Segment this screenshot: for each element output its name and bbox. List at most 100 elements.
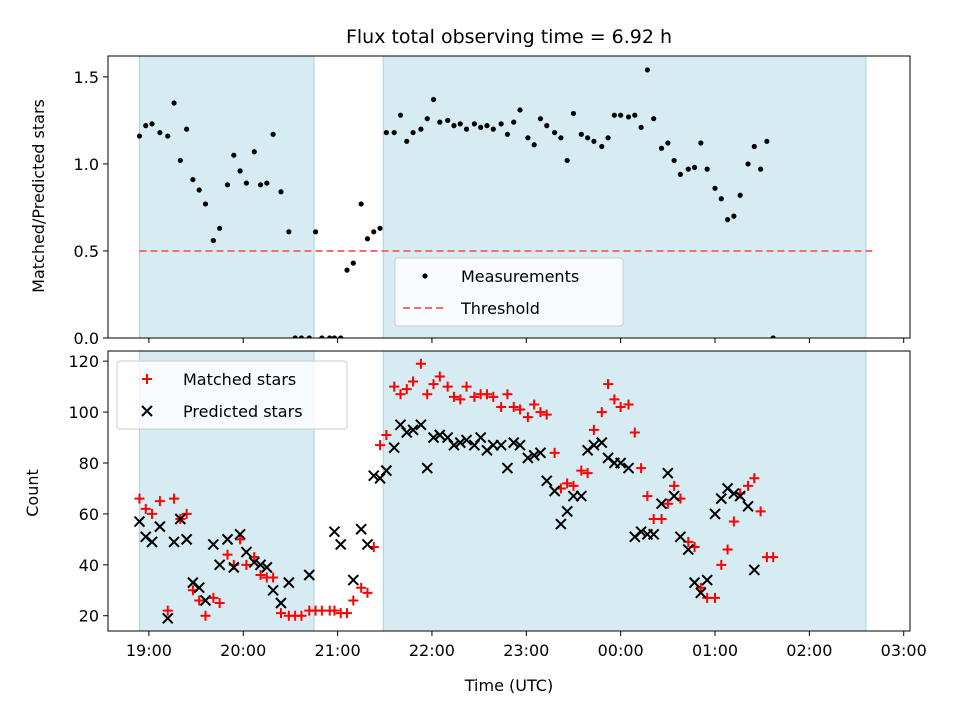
top-series-1-point-75 — [632, 112, 638, 118]
top-series-1-point-53 — [484, 123, 490, 129]
bottom-series-2-point-85 — [734, 490, 746, 502]
bottom-series-1-point-77 — [642, 491, 653, 502]
bottom-series-1-point-72 — [609, 394, 620, 405]
bottom-series-2-point-19 — [254, 559, 267, 571]
top-series-1-point-15 — [231, 152, 237, 158]
top-series-1-point-24 — [292, 335, 298, 338]
chart-title: Flux total observing time = 6.92 h — [346, 26, 672, 48]
bottom-series-2-point-1 — [133, 515, 146, 528]
bottom-series-1-point-34 — [356, 582, 367, 593]
top-series-1-point-14 — [224, 182, 231, 188]
top-series-1-point-1 — [136, 133, 143, 139]
bottom-series-2-point-54 — [528, 449, 540, 462]
bottom-series-2-point-73 — [655, 498, 668, 510]
bottom-series-2-point-35 — [401, 426, 413, 439]
top-series-1-point-85 — [698, 140, 704, 146]
bottom-legend-symbol-1 — [142, 374, 152, 384]
top-series-1-point-83 — [685, 166, 691, 172]
top-series-1-point-16 — [237, 168, 243, 174]
bottom-series-2-point-64 — [596, 436, 608, 449]
top-series-1-point-33 — [350, 260, 356, 266]
bottom-series-2-point-17 — [240, 546, 253, 558]
bottom-series-2-point-53 — [522, 452, 534, 464]
bottom-series-2-point-50 — [501, 462, 514, 474]
bottom-series-2-point-22 — [275, 597, 287, 609]
bottom-series-2-point-67 — [614, 457, 627, 469]
bottom-series-1-point-90 — [728, 516, 739, 527]
bottom-series-1-point-13 — [214, 598, 225, 608]
bottom-series-2-point-72 — [647, 528, 660, 540]
bottom-series-1-point-56 — [502, 389, 513, 400]
x-axis-label: Time (UTC) — [464, 676, 553, 695]
top-series-1-point-66 — [570, 110, 577, 117]
bottom-series-2-point-12 — [207, 538, 220, 551]
bottom-series-2-point-33 — [388, 442, 400, 454]
bottom-series-2-point-24 — [303, 569, 315, 581]
bottom-series-1-point-85 — [695, 582, 706, 593]
x-tick-label-5: 23:00 — [503, 641, 549, 660]
bottom-series-1-point-39 — [389, 381, 400, 392]
top-series-1-point-34 — [358, 201, 364, 207]
bottom-series-1-point-53 — [481, 389, 492, 400]
top-series-1-point-74 — [625, 114, 632, 120]
top-y-tick-label-4: 1.5 — [74, 68, 99, 87]
top-panel: 0.0 0.5 1.0 1.5 Measurements Threshold — [74, 55, 911, 348]
bottom-series-1-point-8 — [181, 508, 192, 519]
top-series-1-point-90 — [731, 213, 737, 219]
bottom-series-1-point-68 — [582, 468, 593, 479]
bottom-y-tick-label-6: 120 — [68, 352, 99, 371]
bottom-series-2-point-23 — [283, 576, 295, 589]
bottom-series-1-point-61 — [535, 407, 546, 418]
bottom-series-1-point-49 — [455, 394, 466, 405]
bottom-series-2-point-74 — [662, 467, 674, 479]
bottom-series-2-point-16 — [234, 528, 246, 540]
bottom-series-1-point-35 — [362, 587, 373, 598]
bottom-series-2-point-56 — [541, 475, 553, 487]
top-series-1-point-86 — [704, 166, 710, 172]
x-tick-label-9: 03:00 — [881, 641, 927, 660]
bottom-series-2-point-14 — [221, 533, 234, 546]
bottom-series-2-point-36 — [407, 424, 419, 436]
top-series-1-point-96 — [770, 335, 776, 338]
bottom-series-1-point-4 — [154, 496, 165, 507]
bottom-series-1-point-80 — [662, 498, 673, 509]
top-series-1-point-7 — [177, 157, 183, 164]
bottom-series-1-point-51 — [469, 391, 480, 402]
top-series-1-point-41 — [404, 138, 410, 144]
bottom-series-2-point-58 — [555, 518, 567, 530]
bottom-series-1-point-42 — [408, 376, 419, 387]
top-series-1 — [136, 67, 776, 338]
bottom-series-1-point-30 — [329, 605, 340, 616]
top-series-1-point-8 — [184, 126, 190, 132]
bottom-series-1-point-54 — [488, 391, 499, 402]
bottom-series-1-point-58 — [515, 404, 526, 415]
bottom-series-1-point-48 — [448, 391, 459, 402]
bottom-series-2-point-7 — [174, 513, 187, 525]
top-y-tick-label-2: 0.5 — [74, 242, 99, 261]
top-series-1-point-62 — [544, 123, 550, 129]
bottom-series-1-point-5 — [162, 605, 173, 616]
bottom-series-1-point-19 — [255, 570, 266, 580]
bottom-series-1-point-10 — [194, 595, 205, 606]
bottom-series-1-point-76 — [636, 463, 647, 474]
top-series-1-point-77 — [644, 67, 650, 73]
bottom-series-2-point-84 — [728, 487, 740, 500]
bottom-series-1-point-2 — [140, 503, 151, 514]
bottom-series-2-point-30 — [368, 470, 380, 482]
bottom-legend-symbol-2 — [141, 405, 153, 417]
top-series-1-point-36 — [371, 229, 377, 235]
top-series-1-point-61 — [537, 116, 544, 122]
bottom-series-2-point-25 — [328, 526, 341, 538]
bottom-series-1-point-59 — [522, 412, 533, 423]
bottom-series-1-point-71 — [603, 379, 614, 390]
top-legend-label-2: Threshold — [460, 299, 540, 318]
top-series-1-point-31 — [338, 335, 344, 338]
bottom-series-2-point-26 — [335, 538, 347, 551]
top-series-1-point-57 — [511, 119, 517, 125]
bottom-shaded-period-2 — [383, 351, 866, 631]
top-legend-label-1: Measurements — [461, 267, 579, 286]
bottom-legend-label-1: Matched stars — [183, 370, 296, 389]
bottom-series-1-point-79 — [656, 514, 667, 524]
top-series-1-point-22 — [278, 189, 284, 195]
top-series-1-point-47 — [445, 117, 451, 124]
